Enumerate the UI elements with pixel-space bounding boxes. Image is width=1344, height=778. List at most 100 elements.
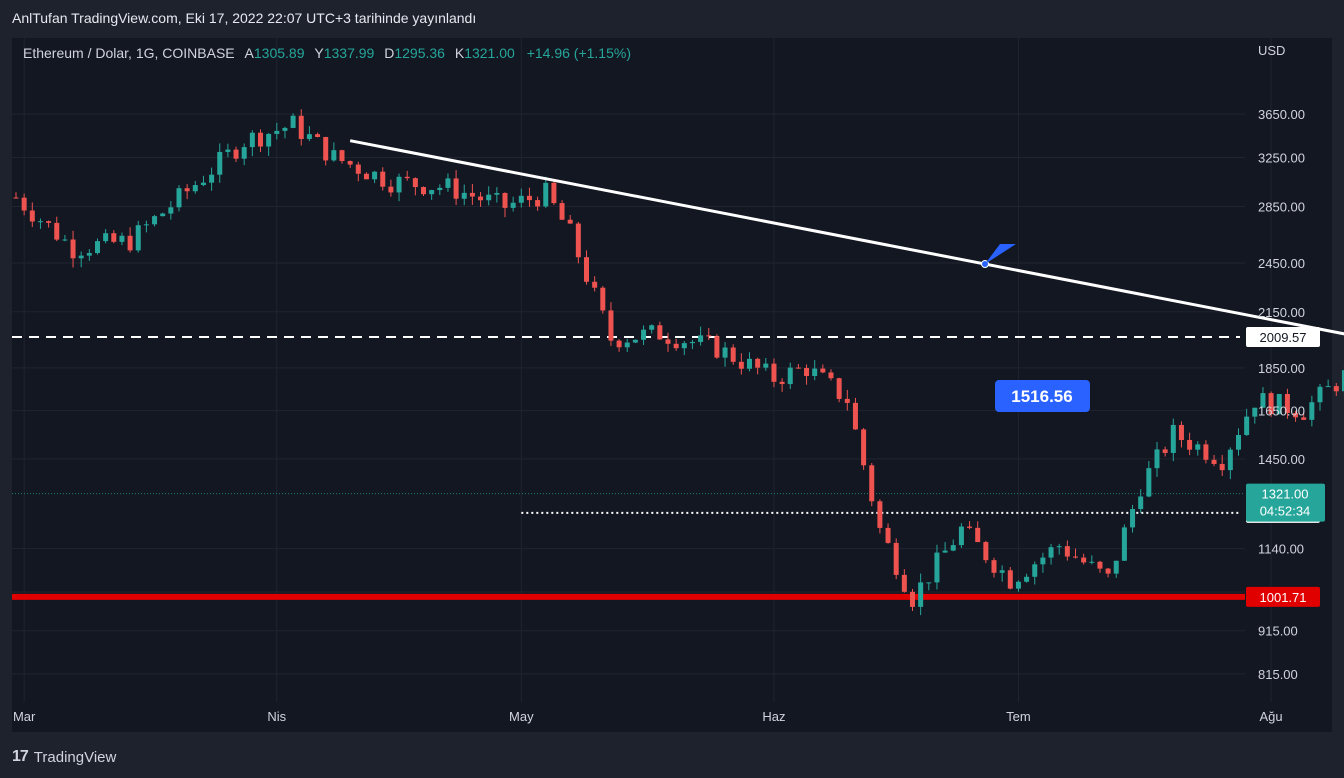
candle-body xyxy=(1113,560,1119,574)
candle-body xyxy=(209,174,215,183)
candle-body xyxy=(584,257,589,282)
candle-body xyxy=(1260,393,1266,408)
last-price-box xyxy=(1246,483,1325,522)
candle-body xyxy=(722,347,728,358)
candle-body xyxy=(795,367,801,369)
candle-body xyxy=(380,171,386,187)
top-bar: AnlTufan TradingView.com, Eki 17, 2022 2… xyxy=(0,0,1344,38)
price-tick-label: 3250.00 xyxy=(1258,151,1305,166)
candle-body xyxy=(363,173,369,180)
candle-body xyxy=(46,221,52,223)
candle-body xyxy=(29,210,35,222)
time-tick-label: Nis xyxy=(267,709,286,724)
candle-body xyxy=(1309,402,1315,420)
price-tick-label: 2850.00 xyxy=(1258,200,1305,215)
candle-body xyxy=(1211,459,1217,464)
candle-body xyxy=(176,188,182,208)
last-price-label: 1321.00 xyxy=(1262,487,1309,502)
candle-body xyxy=(918,582,924,607)
candle-body xyxy=(323,137,329,161)
candle-body xyxy=(461,192,467,199)
candle-body xyxy=(926,582,932,584)
candle-body xyxy=(1048,547,1054,558)
candle-body xyxy=(836,378,842,399)
legend-close-label: K xyxy=(454,45,465,61)
candle-body xyxy=(592,281,598,288)
candle-body xyxy=(282,127,288,131)
candle-body xyxy=(1130,509,1136,528)
candle-body xyxy=(820,368,826,373)
candle-body xyxy=(1056,546,1062,548)
candle-body xyxy=(706,335,712,337)
callout-box xyxy=(995,380,1090,412)
candle-body xyxy=(763,363,769,368)
candle-body xyxy=(1024,576,1030,582)
candle-body xyxy=(950,545,956,551)
candle-body xyxy=(567,219,573,224)
candle-body xyxy=(861,429,867,466)
candle-body xyxy=(958,526,964,546)
candle-body xyxy=(1219,463,1225,471)
candle-body xyxy=(306,134,312,139)
candle-body xyxy=(616,340,622,348)
candle-body xyxy=(62,239,68,241)
candle-body xyxy=(600,287,606,311)
price-tick-label: 815.00 xyxy=(1258,667,1298,682)
candle-body xyxy=(1227,449,1233,471)
candle-body xyxy=(119,235,125,242)
candle-body xyxy=(143,224,149,226)
time-tick-label: Haz xyxy=(762,709,785,724)
candle-body xyxy=(1064,546,1070,557)
callout-pointer xyxy=(985,244,1016,265)
tradingview-brand: TradingView xyxy=(33,748,117,766)
legend-low-label: D xyxy=(384,45,395,61)
candle-body xyxy=(192,185,198,192)
candle-body xyxy=(649,325,655,330)
candle-body xyxy=(804,367,810,376)
candle-body xyxy=(184,188,190,192)
level-label-box-2 xyxy=(1246,586,1320,607)
candle-body xyxy=(510,202,516,208)
level-label-box-0 xyxy=(1246,326,1320,347)
candle-body xyxy=(225,149,231,152)
candle-body xyxy=(152,216,158,225)
candle-body xyxy=(1252,407,1258,417)
candle-body xyxy=(535,200,541,207)
footer: 17 TradingView xyxy=(12,746,116,768)
candle-body xyxy=(1170,424,1176,453)
candle-body xyxy=(1081,557,1087,563)
candle-body xyxy=(429,190,435,195)
candle-body xyxy=(1341,370,1344,392)
candle-body xyxy=(1097,561,1103,569)
candle-body xyxy=(698,335,704,342)
candle-body xyxy=(975,527,981,543)
candle-body xyxy=(543,182,549,207)
candle-body xyxy=(331,150,337,161)
candle-body xyxy=(200,182,206,186)
candle-body xyxy=(1187,440,1193,450)
candle-body xyxy=(893,542,899,575)
candle-body xyxy=(632,339,638,343)
price-axis-currency: USD xyxy=(1258,43,1285,58)
candle-body xyxy=(1293,413,1299,418)
candle-body xyxy=(1138,496,1144,510)
candle-body xyxy=(21,197,27,211)
candle-body xyxy=(421,187,426,195)
price-tick-label: 1850.00 xyxy=(1258,361,1305,376)
candle-body xyxy=(404,176,410,179)
candle-body xyxy=(274,130,280,134)
candle-body xyxy=(999,570,1005,573)
candle-body xyxy=(298,115,304,139)
candle-body xyxy=(1121,527,1127,561)
candle-body xyxy=(372,171,378,180)
candle-body xyxy=(241,147,247,159)
candle-body xyxy=(1040,557,1046,565)
candle-body xyxy=(1073,556,1078,558)
chart-panel[interactable] xyxy=(12,38,1332,732)
candle-body xyxy=(828,372,834,379)
candle-body xyxy=(1317,386,1323,403)
candle-body xyxy=(1195,444,1201,450)
panel-left-margin xyxy=(0,38,12,732)
candle-body xyxy=(103,233,109,242)
